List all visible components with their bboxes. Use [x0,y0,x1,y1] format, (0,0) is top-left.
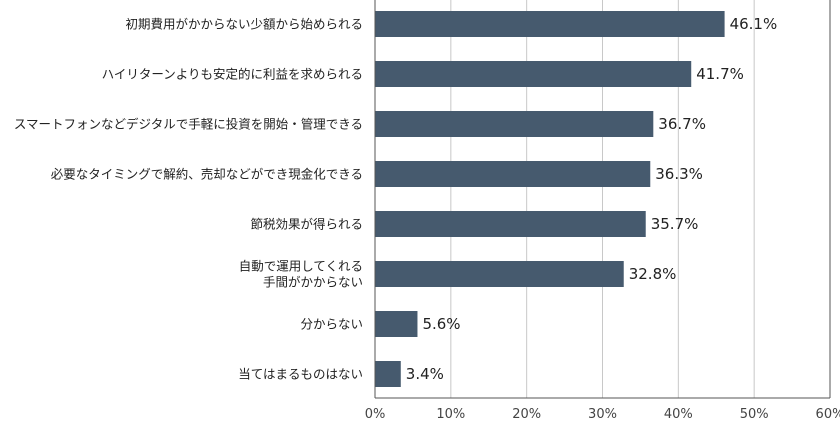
x-tick-label: 40% [664,407,693,422]
category-label-line: スマートフォンなどデジタルで手軽に投資を開始・管理できる [14,117,363,132]
value-label: 46.1% [730,15,778,33]
category-label: 分からない [300,317,363,332]
bars [375,11,725,387]
bar [375,61,692,87]
bar [375,211,646,237]
category-label: ハイリターンよりも安定的に利益を求められる [102,67,363,82]
x-tick-label: 10% [436,407,465,422]
value-label: 41.7% [696,65,744,83]
x-tick-label: 0% [365,407,386,422]
category-label: 節税効果が得られる [250,217,363,232]
value-label: 36.3% [655,165,703,183]
category-label-line: ハイリターンよりも安定的に利益を求められる [102,67,363,82]
bar [375,311,418,337]
x-tick-label: 20% [512,407,541,422]
x-tick-label: 30% [588,407,617,422]
category-label-line: 自動で運用してくれる [239,259,363,274]
bar [375,111,654,137]
category-label: 自動で運用してくれる手間がかからない [239,259,363,290]
value-label: 3.4% [406,365,444,383]
grid-lines [450,0,831,398]
category-label: 必要なタイミングで解約、売却などができ現金化できる [51,167,363,182]
category-label-line: 初期費用がかからない少額から始められる [125,17,363,32]
x-tick-label: 50% [740,407,769,422]
labels: 0% 10% 20% 30% 40% 50% 60% 46.1% 初期費用がかからない少額から始… [14,15,840,422]
category-label-line: 必要なタイミングで解約、売却などができ現金化できる [51,167,363,182]
category-label-line: 当てはまるものはない [238,367,363,382]
category-label: 初期費用がかからない少額から始められる [125,17,363,32]
category-label: スマートフォンなどデジタルで手軽に投資を開始・管理できる [14,117,363,132]
category-label-line: 手間がかからない [263,275,363,290]
category-label: 当てはまるものはない [238,367,363,382]
category-label-line: 分からない [300,317,363,332]
axes [374,0,830,399]
value-label: 36.7% [658,115,706,133]
bar [375,161,651,187]
value-label: 32.8% [629,265,677,283]
bar [375,261,624,287]
value-label: 5.6% [422,315,460,333]
value-label: 35.7% [651,215,699,233]
x-tick-label: 60% [816,407,840,422]
category-label-line: 節税効果が得られる [250,217,363,232]
bar [375,11,725,37]
bar [375,361,401,387]
